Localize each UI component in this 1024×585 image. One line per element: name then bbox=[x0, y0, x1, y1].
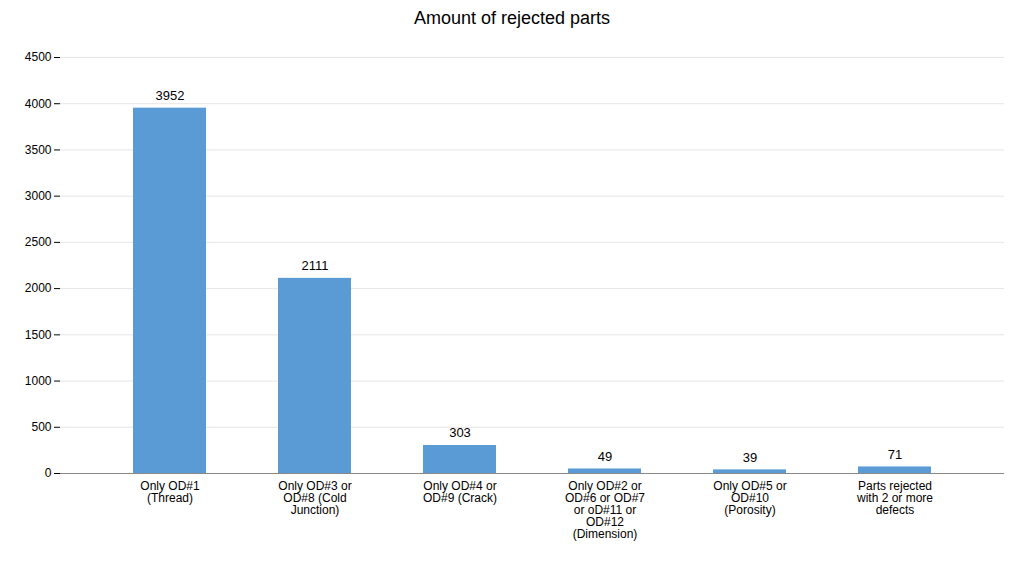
svg-text:4000: 4000 bbox=[25, 97, 52, 111]
svg-text:4500: 4500 bbox=[25, 50, 52, 64]
svg-text:49: 49 bbox=[598, 449, 612, 464]
svg-text:Only OD#5 orOD#10(Porosity): Only OD#5 orOD#10(Porosity) bbox=[713, 479, 786, 517]
svg-text:2500: 2500 bbox=[25, 235, 52, 249]
svg-text:303: 303 bbox=[449, 425, 471, 440]
svg-text:Parts rejectedwith 2 or morede: Parts rejectedwith 2 or moredefects bbox=[856, 479, 933, 517]
svg-text:71: 71 bbox=[888, 447, 902, 462]
svg-text:Only OD#3 orOD#8 (ColdJunction: Only OD#3 orOD#8 (ColdJunction) bbox=[278, 479, 351, 517]
svg-text:3952: 3952 bbox=[156, 88, 185, 103]
svg-text:1500: 1500 bbox=[25, 328, 52, 342]
svg-text:500: 500 bbox=[31, 420, 51, 434]
svg-text:Only OD#2 orOD#6 or OD#7or oD#: Only OD#2 orOD#6 or OD#7or oD#11 orOD#12… bbox=[565, 479, 645, 541]
svg-text:Only OD#4 orOD#9 (Crack): Only OD#4 orOD#9 (Crack) bbox=[423, 479, 497, 505]
svg-text:0: 0 bbox=[45, 466, 52, 480]
svg-text:3000: 3000 bbox=[25, 189, 52, 203]
svg-text:Only OD#1(Thread): Only OD#1(Thread) bbox=[140, 479, 200, 505]
html-text:Amount of rejected parts: Amount of rejected parts bbox=[413, 8, 610, 28]
svg-text:3500: 3500 bbox=[25, 143, 52, 157]
svg-text:1000: 1000 bbox=[25, 374, 52, 388]
svg-text:2111: 2111 bbox=[302, 258, 329, 273]
svg-text:2000: 2000 bbox=[25, 281, 52, 295]
svg-text:39: 39 bbox=[743, 450, 757, 465]
